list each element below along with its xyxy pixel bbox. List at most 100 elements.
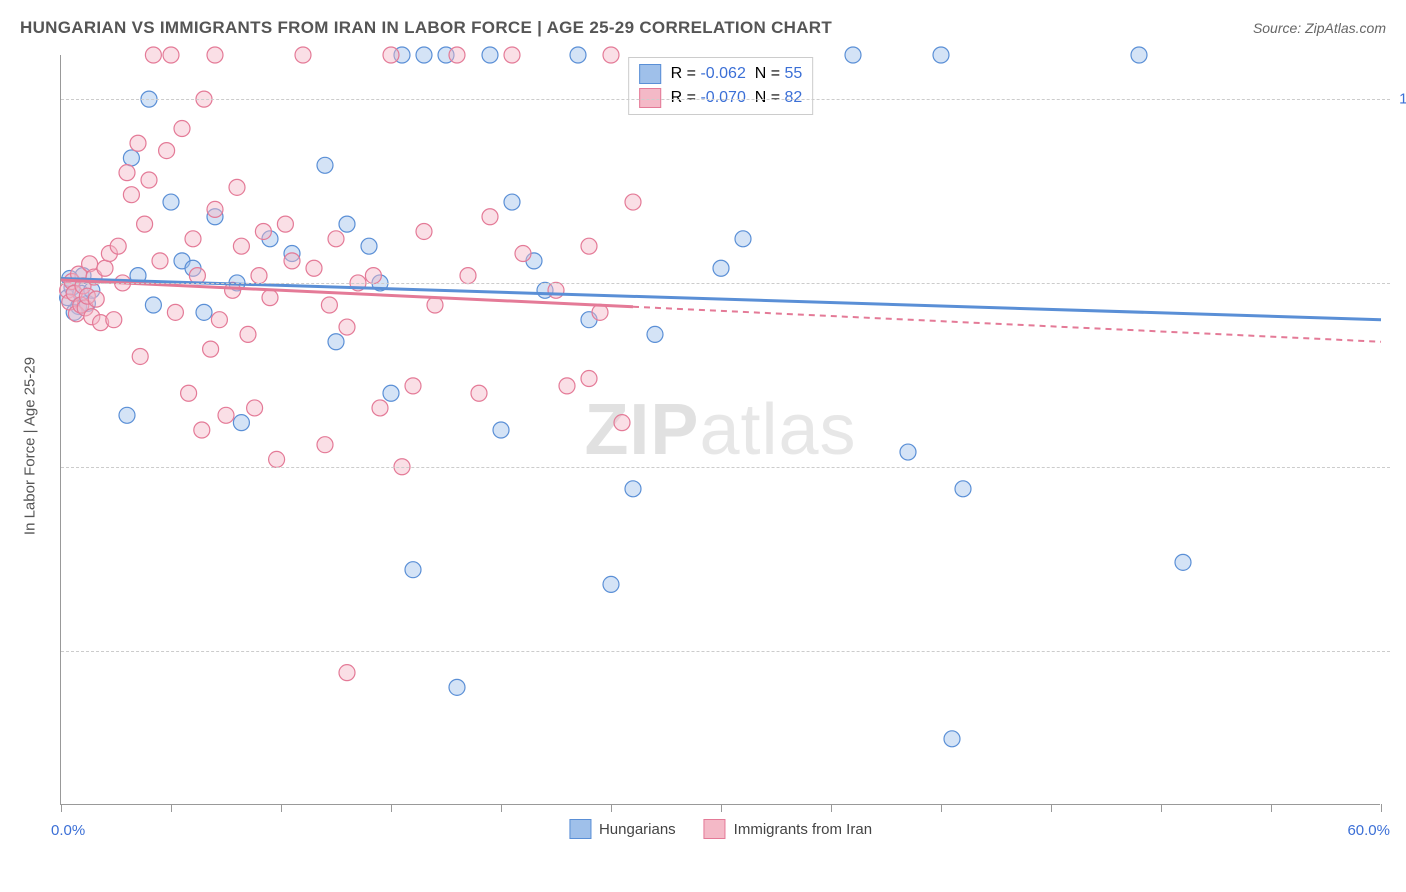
ytick-label: 62.5% (1390, 642, 1406, 659)
data-point (405, 378, 421, 394)
data-point (625, 481, 641, 497)
data-point (559, 378, 575, 394)
data-point (233, 238, 249, 254)
xtick (611, 804, 612, 812)
data-point (317, 437, 333, 453)
xtick (831, 804, 832, 812)
data-point (581, 371, 597, 387)
legend-label-iran: Immigrants from Iran (734, 821, 872, 838)
data-point (321, 297, 337, 313)
data-point (625, 194, 641, 210)
xtick (1051, 804, 1052, 812)
data-point (581, 238, 597, 254)
data-point (504, 194, 520, 210)
data-point (233, 415, 249, 431)
data-point (269, 451, 285, 467)
data-point (211, 312, 227, 328)
data-point (845, 47, 861, 63)
swatch-hungarians-icon (569, 819, 591, 839)
data-point (482, 47, 498, 63)
swatch-hungarians-icon (639, 64, 661, 84)
data-point (361, 238, 377, 254)
data-point (482, 209, 498, 225)
data-point (218, 407, 234, 423)
data-point (159, 143, 175, 159)
data-point (130, 135, 146, 151)
data-point (900, 444, 916, 460)
data-point (339, 665, 355, 681)
data-point (944, 731, 960, 747)
data-point (603, 47, 619, 63)
data-point (123, 150, 139, 166)
gridline (61, 467, 1390, 468)
xtick (721, 804, 722, 812)
data-point (137, 216, 153, 232)
data-point (460, 268, 476, 284)
data-point (185, 231, 201, 247)
data-point (194, 422, 210, 438)
data-point (339, 319, 355, 335)
data-point (141, 172, 157, 188)
xtick (941, 804, 942, 812)
xtick (61, 804, 62, 812)
data-point (277, 216, 293, 232)
swatch-iran-icon (639, 88, 661, 108)
data-point (255, 223, 271, 239)
xtick (171, 804, 172, 812)
data-point (603, 576, 619, 592)
data-point (372, 400, 388, 416)
source-label: Source: ZipAtlas.com (1253, 20, 1386, 36)
data-point (647, 326, 663, 342)
chart-svg (61, 55, 1380, 804)
series-legend: Hungarians Immigrants from Iran (569, 819, 872, 839)
chart-title: HUNGARIAN VS IMMIGRANTS FROM IRAN IN LAB… (20, 18, 832, 38)
data-point (88, 291, 104, 307)
xtick (391, 804, 392, 812)
data-point (163, 194, 179, 210)
xtick (501, 804, 502, 812)
data-point (471, 385, 487, 401)
data-point (713, 260, 729, 276)
gridline (61, 651, 1390, 652)
data-point (207, 201, 223, 217)
xtick (1381, 804, 1382, 812)
ytick-label: 87.5% (1390, 274, 1406, 291)
data-point (97, 260, 113, 276)
trend-line (61, 279, 1381, 320)
data-point (383, 47, 399, 63)
data-point (306, 260, 322, 276)
data-point (933, 47, 949, 63)
data-point (449, 679, 465, 695)
data-point (167, 304, 183, 320)
data-point (955, 481, 971, 497)
data-point (427, 297, 443, 313)
data-point (262, 290, 278, 306)
data-point (229, 179, 245, 195)
data-point (614, 415, 630, 431)
data-point (110, 238, 126, 254)
data-point (339, 216, 355, 232)
data-point (207, 47, 223, 63)
data-point (284, 253, 300, 269)
data-point (123, 187, 139, 203)
data-point (504, 47, 520, 63)
legend-label-hungarians: Hungarians (599, 821, 676, 838)
data-point (247, 400, 263, 416)
x-max-label: 60.0% (1347, 822, 1390, 839)
data-point (449, 47, 465, 63)
x-min-label: 0.0% (51, 822, 85, 839)
data-point (365, 268, 381, 284)
data-point (317, 157, 333, 173)
xtick (1271, 804, 1272, 812)
data-point (548, 282, 564, 298)
data-point (328, 231, 344, 247)
xtick (281, 804, 282, 812)
data-point (328, 334, 344, 350)
xtick (1161, 804, 1162, 812)
data-point (1131, 47, 1147, 63)
data-point (735, 231, 751, 247)
data-point (383, 385, 399, 401)
data-point (181, 385, 197, 401)
gridline (61, 99, 1390, 100)
data-point (132, 348, 148, 364)
